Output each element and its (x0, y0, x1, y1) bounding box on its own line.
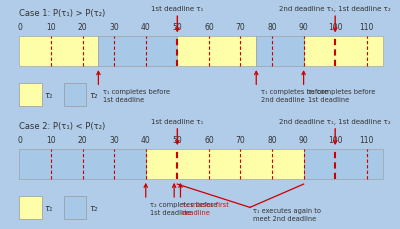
Text: 20: 20 (78, 23, 88, 32)
Text: 2nd deadline τ₁, 1st deadline τ₂: 2nd deadline τ₁, 1st deadline τ₂ (279, 6, 391, 12)
Text: τ₁ executes again to
meet 2nd deadline: τ₁ executes again to meet 2nd deadline (253, 207, 321, 221)
Bar (20, 196, 42, 219)
Text: 70: 70 (236, 135, 245, 144)
Text: 90: 90 (299, 23, 308, 32)
Text: τ₁ completes before
1st deadline: τ₁ completes before 1st deadline (103, 89, 170, 102)
Text: 60: 60 (204, 135, 214, 144)
Text: τ₁: τ₁ (45, 203, 53, 212)
Text: 100: 100 (328, 23, 342, 32)
Text: 2nd deadline τ₁, 1st deadline τ₂: 2nd deadline τ₁, 1st deadline τ₂ (279, 118, 391, 124)
Text: τ₂: τ₂ (89, 91, 97, 100)
Text: τ₂ completes before
1st deadline: τ₂ completes before 1st deadline (308, 89, 376, 102)
Text: 80: 80 (267, 23, 277, 32)
Text: 1st deadline τ₁: 1st deadline τ₁ (151, 6, 204, 12)
Bar (64, 196, 86, 219)
Text: 1st deadline τ₁: 1st deadline τ₁ (151, 118, 204, 124)
Text: 80: 80 (267, 135, 277, 144)
Bar (20, 150, 146, 179)
Text: 30: 30 (109, 23, 119, 32)
Text: τ₁ misses first
deadline: τ₁ misses first deadline (182, 201, 229, 215)
Bar (98, 37, 177, 67)
Text: 10: 10 (46, 135, 56, 144)
Text: Case 1: P(τ₁) > P(τ₂): Case 1: P(τ₁) > P(τ₂) (20, 9, 106, 18)
Bar (146, 150, 304, 179)
Text: 10: 10 (46, 23, 56, 32)
Bar (256, 37, 304, 67)
Text: 0: 0 (17, 23, 22, 32)
Bar (304, 37, 382, 67)
Text: 0: 0 (17, 135, 22, 144)
Text: 110: 110 (360, 135, 374, 144)
Text: Case 2: P(τ₁) < P(τ₂): Case 2: P(τ₁) < P(τ₂) (20, 121, 106, 130)
Bar (64, 84, 86, 107)
Text: 100: 100 (328, 135, 342, 144)
Text: 110: 110 (360, 23, 374, 32)
Text: 40: 40 (141, 23, 151, 32)
Bar (20, 37, 98, 67)
Text: 60: 60 (204, 23, 214, 32)
Text: τ₁: τ₁ (45, 91, 53, 100)
Bar (177, 37, 256, 67)
Text: 70: 70 (236, 23, 245, 32)
Text: 90: 90 (299, 135, 308, 144)
Text: 40: 40 (141, 135, 151, 144)
Text: τ₂ completes before
1st deadline: τ₂ completes before 1st deadline (150, 201, 218, 215)
Text: τ₂: τ₂ (89, 203, 97, 212)
Text: 50: 50 (172, 135, 182, 144)
Bar (304, 150, 382, 179)
Text: 50: 50 (172, 23, 182, 32)
Text: 20: 20 (78, 135, 88, 144)
Text: 30: 30 (109, 135, 119, 144)
Text: τ₁ completes before
2nd deadline: τ₁ completes before 2nd deadline (261, 89, 328, 102)
Bar (20, 84, 42, 107)
